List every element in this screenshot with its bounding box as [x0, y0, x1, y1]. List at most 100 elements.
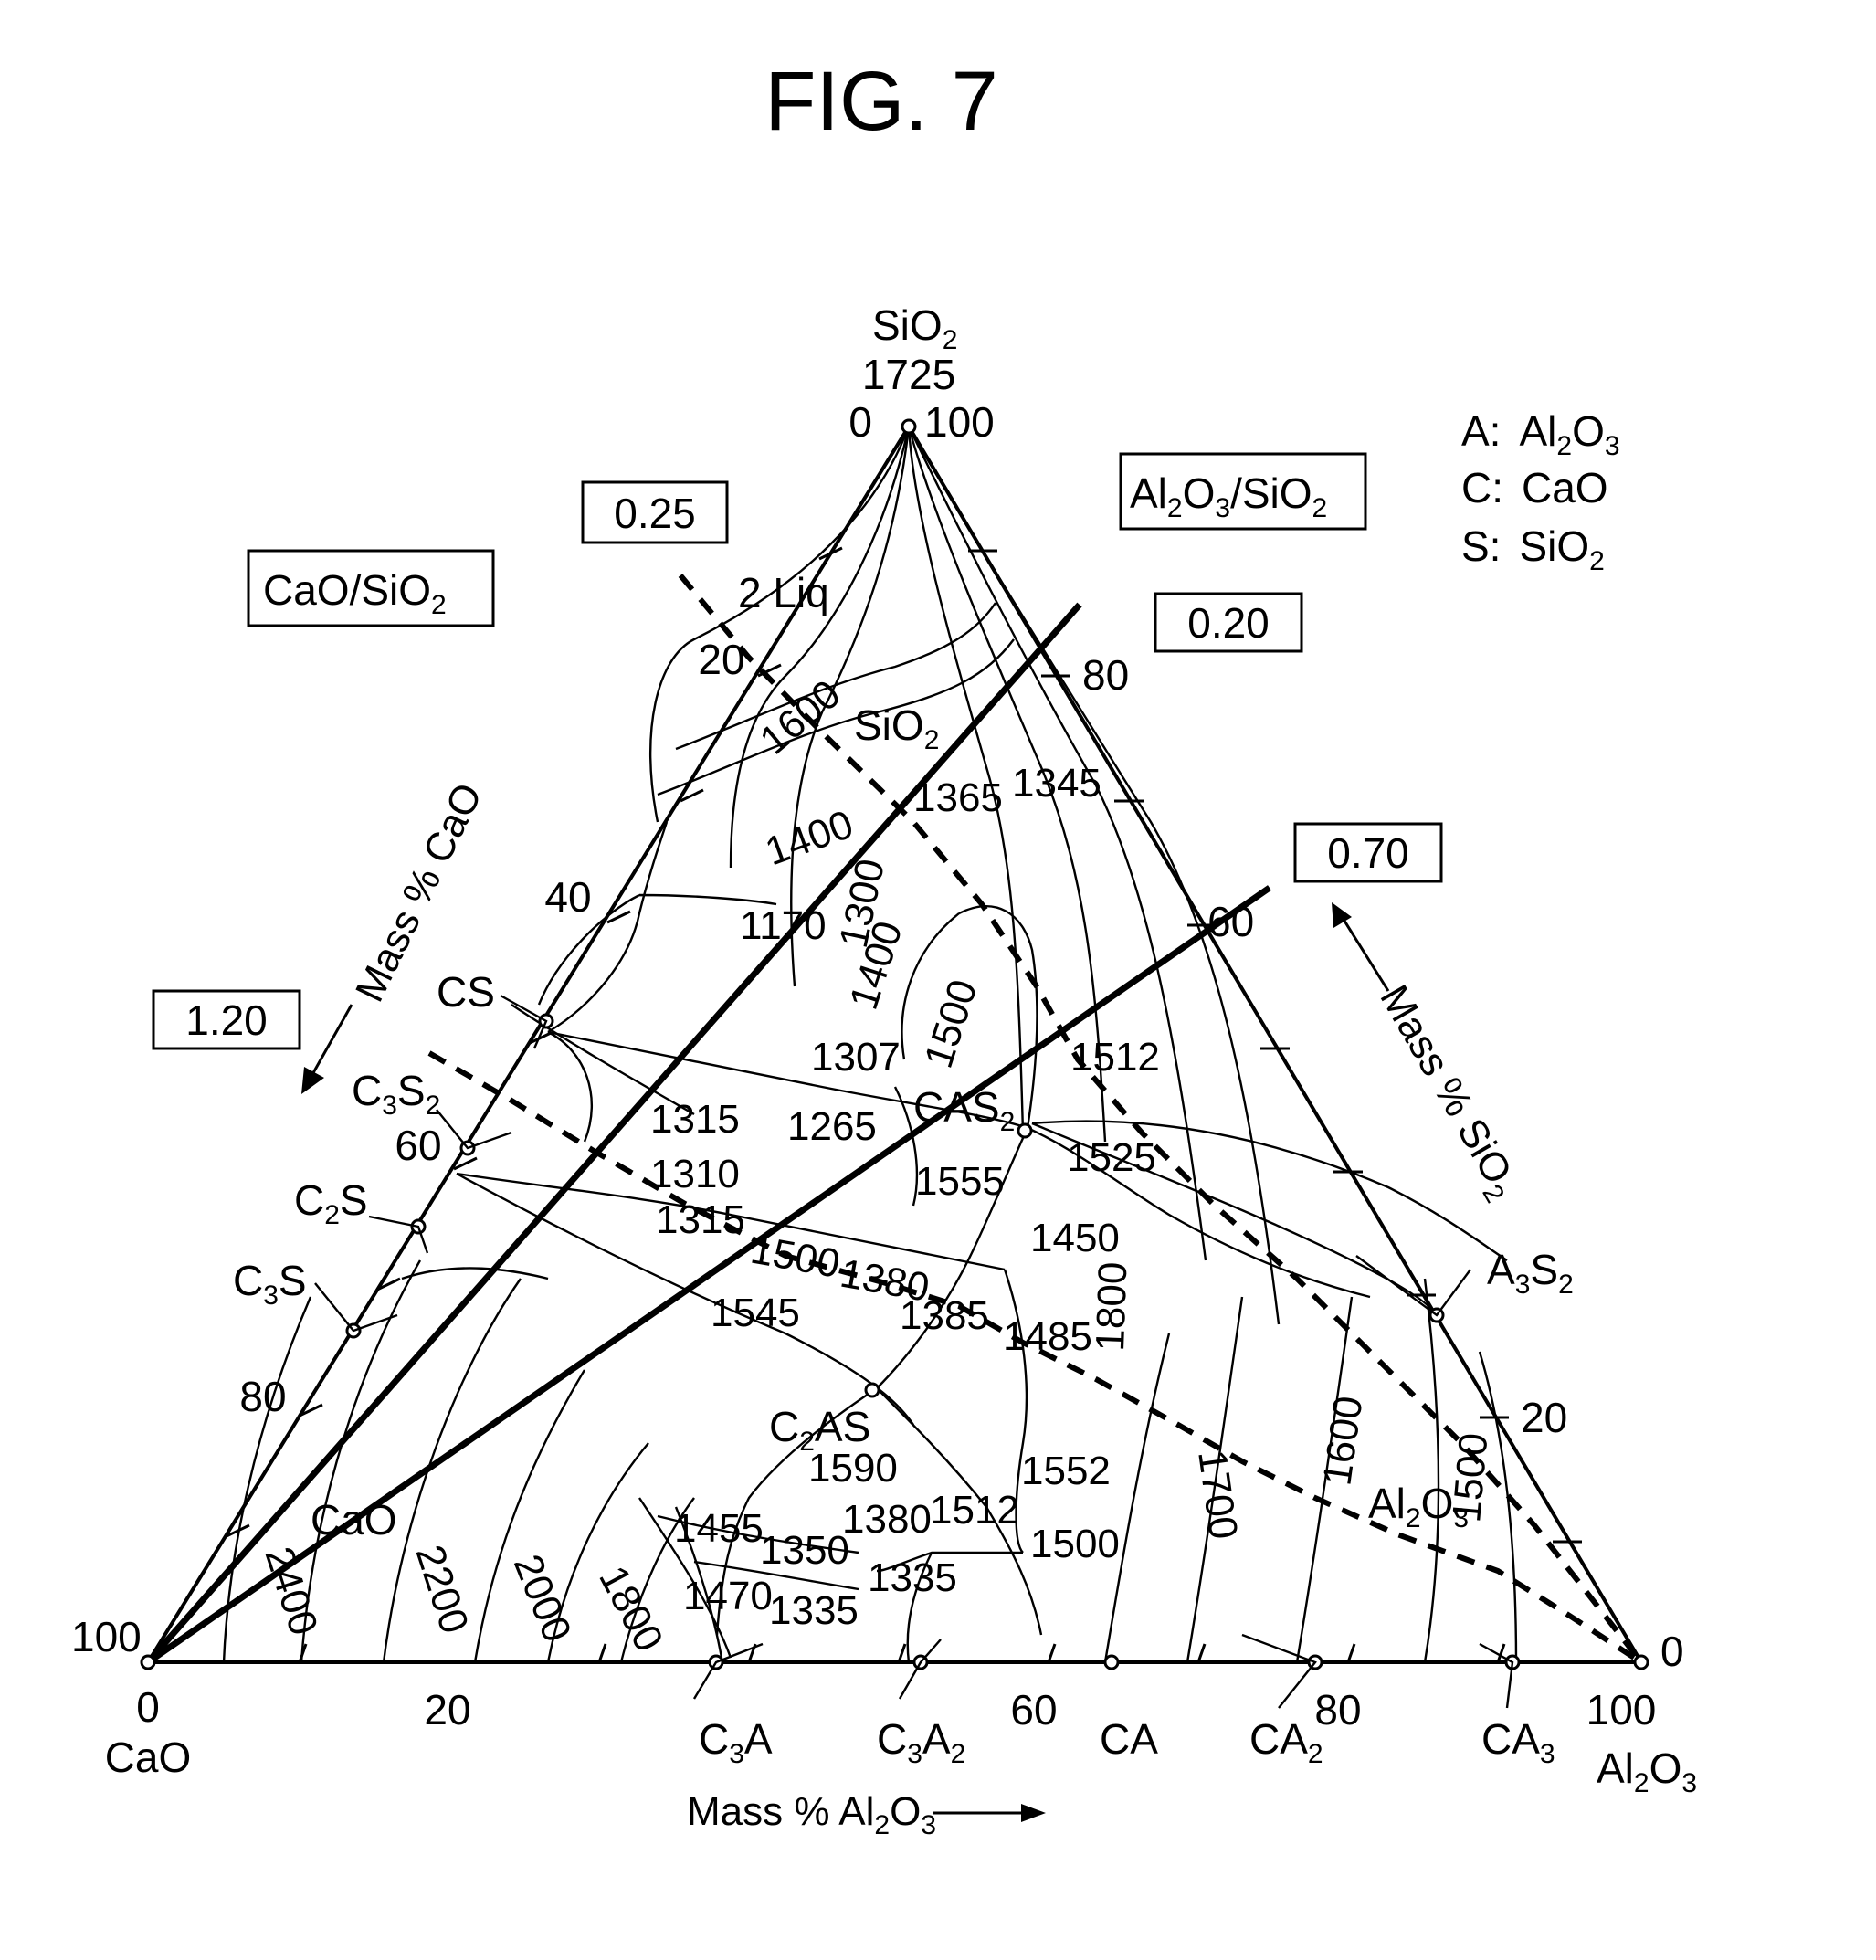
svg-text:C3A: C3A	[699, 1715, 773, 1769]
svg-text:A3S2: A3S2	[1487, 1246, 1574, 1300]
svg-text:CS: CS	[437, 968, 495, 1016]
svg-text:1380: 1380	[842, 1497, 932, 1542]
svg-text:Al2O3: Al2O3	[1597, 1744, 1697, 1798]
svg-text:1350: 1350	[760, 1528, 849, 1573]
ratio-box-cao-sio2: CaO/SiO2	[247, 549, 495, 627]
svg-text:1470: 1470	[683, 1574, 773, 1618]
svg-text:Al2O3/SiO2: Al2O3/SiO2	[1130, 469, 1327, 523]
svg-text:1600: 1600	[1314, 1394, 1371, 1489]
svg-text:0.70: 0.70	[1327, 829, 1409, 877]
svg-text:100: 100	[71, 1613, 142, 1660]
svg-text:CA: CA	[1100, 1715, 1158, 1763]
svg-text:60: 60	[395, 1122, 441, 1169]
svg-text:1725: 1725	[862, 351, 955, 398]
svg-text:1455: 1455	[674, 1506, 764, 1551]
dashed-lines	[427, 574, 1644, 1665]
ratio-box-120: 1.20	[152, 989, 301, 1050]
svg-text:1315: 1315	[656, 1197, 745, 1242]
svg-text:2 Liq: 2 Liq	[738, 569, 829, 616]
axis-arrows	[301, 902, 1390, 1822]
svg-text:1170: 1170	[740, 903, 827, 948]
svg-text:1345: 1345	[1012, 761, 1101, 806]
svg-text:CaO: CaO	[105, 1733, 192, 1781]
svg-text:CAS2: CAS2	[913, 1083, 1015, 1137]
svg-text:2000: 2000	[505, 1548, 580, 1648]
svg-text:1512: 1512	[930, 1488, 1019, 1533]
svg-text:C2S: C2S	[294, 1176, 368, 1230]
svg-text:2200: 2200	[406, 1540, 477, 1639]
svg-text:CaO: CaO	[311, 1496, 397, 1544]
svg-text:1590: 1590	[808, 1446, 898, 1491]
ratio-lines	[145, 602, 1271, 1665]
svg-text:CA3: CA3	[1481, 1715, 1555, 1769]
ratio-box-070: 0.70	[1293, 822, 1443, 883]
svg-text:100: 100	[924, 398, 995, 446]
svg-text:1485: 1485	[1003, 1314, 1092, 1359]
svg-text:1400: 1400	[760, 802, 859, 875]
svg-text:C3S: C3S	[233, 1257, 307, 1311]
svg-text:C3A2: C3A2	[877, 1715, 965, 1769]
corner-cao-label: 100 0 CaO	[71, 1613, 191, 1781]
svg-text:1545: 1545	[711, 1291, 800, 1335]
svg-text:CaO/SiO2: CaO/SiO2	[263, 566, 447, 620]
svg-text:0.20: 0.20	[1187, 599, 1270, 647]
svg-text:0: 0	[848, 398, 872, 446]
svg-text:0.25: 0.25	[614, 490, 696, 537]
svg-text:1385: 1385	[900, 1293, 989, 1338]
svg-text:1500: 1500	[916, 975, 986, 1073]
svg-text:SiO2: SiO2	[854, 701, 939, 755]
svg-text:1512: 1512	[1070, 1035, 1160, 1080]
composition-points	[140, 418, 1649, 1670]
axis-bottom: 20 60 80 Mass % Al2O3	[424, 1686, 1361, 1840]
svg-text:1800: 1800	[590, 1559, 671, 1659]
svg-text:1552: 1552	[1021, 1449, 1111, 1493]
svg-text:1315: 1315	[650, 1097, 740, 1142]
svg-text:1555: 1555	[915, 1159, 1005, 1204]
svg-text:1265: 1265	[787, 1104, 877, 1149]
ratio-box-025: 0.25	[581, 480, 729, 544]
svg-text:C:CaO: C: CaO	[1461, 464, 1608, 511]
svg-text:Al2O3: Al2O3	[1368, 1480, 1469, 1533]
svg-text:1307: 1307	[811, 1035, 901, 1080]
apex-sio2-label: SiO2 1725 0 100	[848, 301, 994, 446]
svg-text:A:Al2O3: A: Al2O3	[1461, 407, 1620, 461]
svg-text:1335: 1335	[868, 1555, 957, 1600]
phase-labels: CS C3S2 C2S C3S CAS2 C2AS A3S2 C3A C3A2 …	[233, 569, 1574, 1769]
svg-text:60: 60	[1207, 898, 1254, 945]
svg-text:1365: 1365	[913, 775, 1003, 820]
svg-text:C2AS: C2AS	[769, 1403, 870, 1457]
label-leaders	[314, 994, 1514, 1709]
svg-text:1500: 1500	[1444, 1431, 1496, 1524]
figure-title: FIG. 7	[764, 55, 998, 148]
svg-text:1525: 1525	[1067, 1135, 1156, 1180]
svg-text:S:SiO2: S: SiO2	[1461, 522, 1605, 576]
svg-text:80: 80	[1082, 651, 1129, 699]
svg-text:CA2: CA2	[1249, 1715, 1323, 1769]
legend: A: Al2O3 C: CaO S: SiO2	[1461, 407, 1620, 576]
svg-text:60: 60	[1010, 1686, 1057, 1733]
svg-text:Mass % SiO2: Mass % SiO2	[1365, 978, 1528, 1208]
isotherm-curves	[222, 426, 1518, 1663]
svg-text:80: 80	[239, 1373, 286, 1420]
svg-text:20: 20	[424, 1686, 470, 1733]
svg-text:2400: 2400	[256, 1542, 326, 1640]
svg-text:0: 0	[1660, 1628, 1684, 1675]
svg-text:SiO2: SiO2	[872, 301, 957, 355]
svg-text:C3S2: C3S2	[352, 1067, 440, 1121]
svg-text:40: 40	[544, 873, 591, 921]
ratio-box-020: 0.20	[1154, 592, 1303, 653]
svg-text:1500: 1500	[747, 1228, 843, 1287]
svg-text:1335: 1335	[769, 1588, 859, 1633]
svg-text:1500: 1500	[1030, 1522, 1120, 1566]
svg-text:100: 100	[1586, 1686, 1657, 1733]
svg-text:20: 20	[698, 636, 744, 683]
svg-text:Mass % Al2O3: Mass % Al2O3	[687, 1789, 936, 1840]
svg-text:1800: 1800	[1088, 1261, 1135, 1353]
svg-text:1310: 1310	[650, 1152, 740, 1196]
svg-text:1.20: 1.20	[185, 996, 268, 1044]
svg-text:1450: 1450	[1030, 1216, 1120, 1260]
svg-text:0: 0	[136, 1683, 160, 1731]
svg-text:80: 80	[1314, 1686, 1361, 1733]
corner-al2o3-label: 0 100 Al2O3	[1586, 1628, 1697, 1798]
